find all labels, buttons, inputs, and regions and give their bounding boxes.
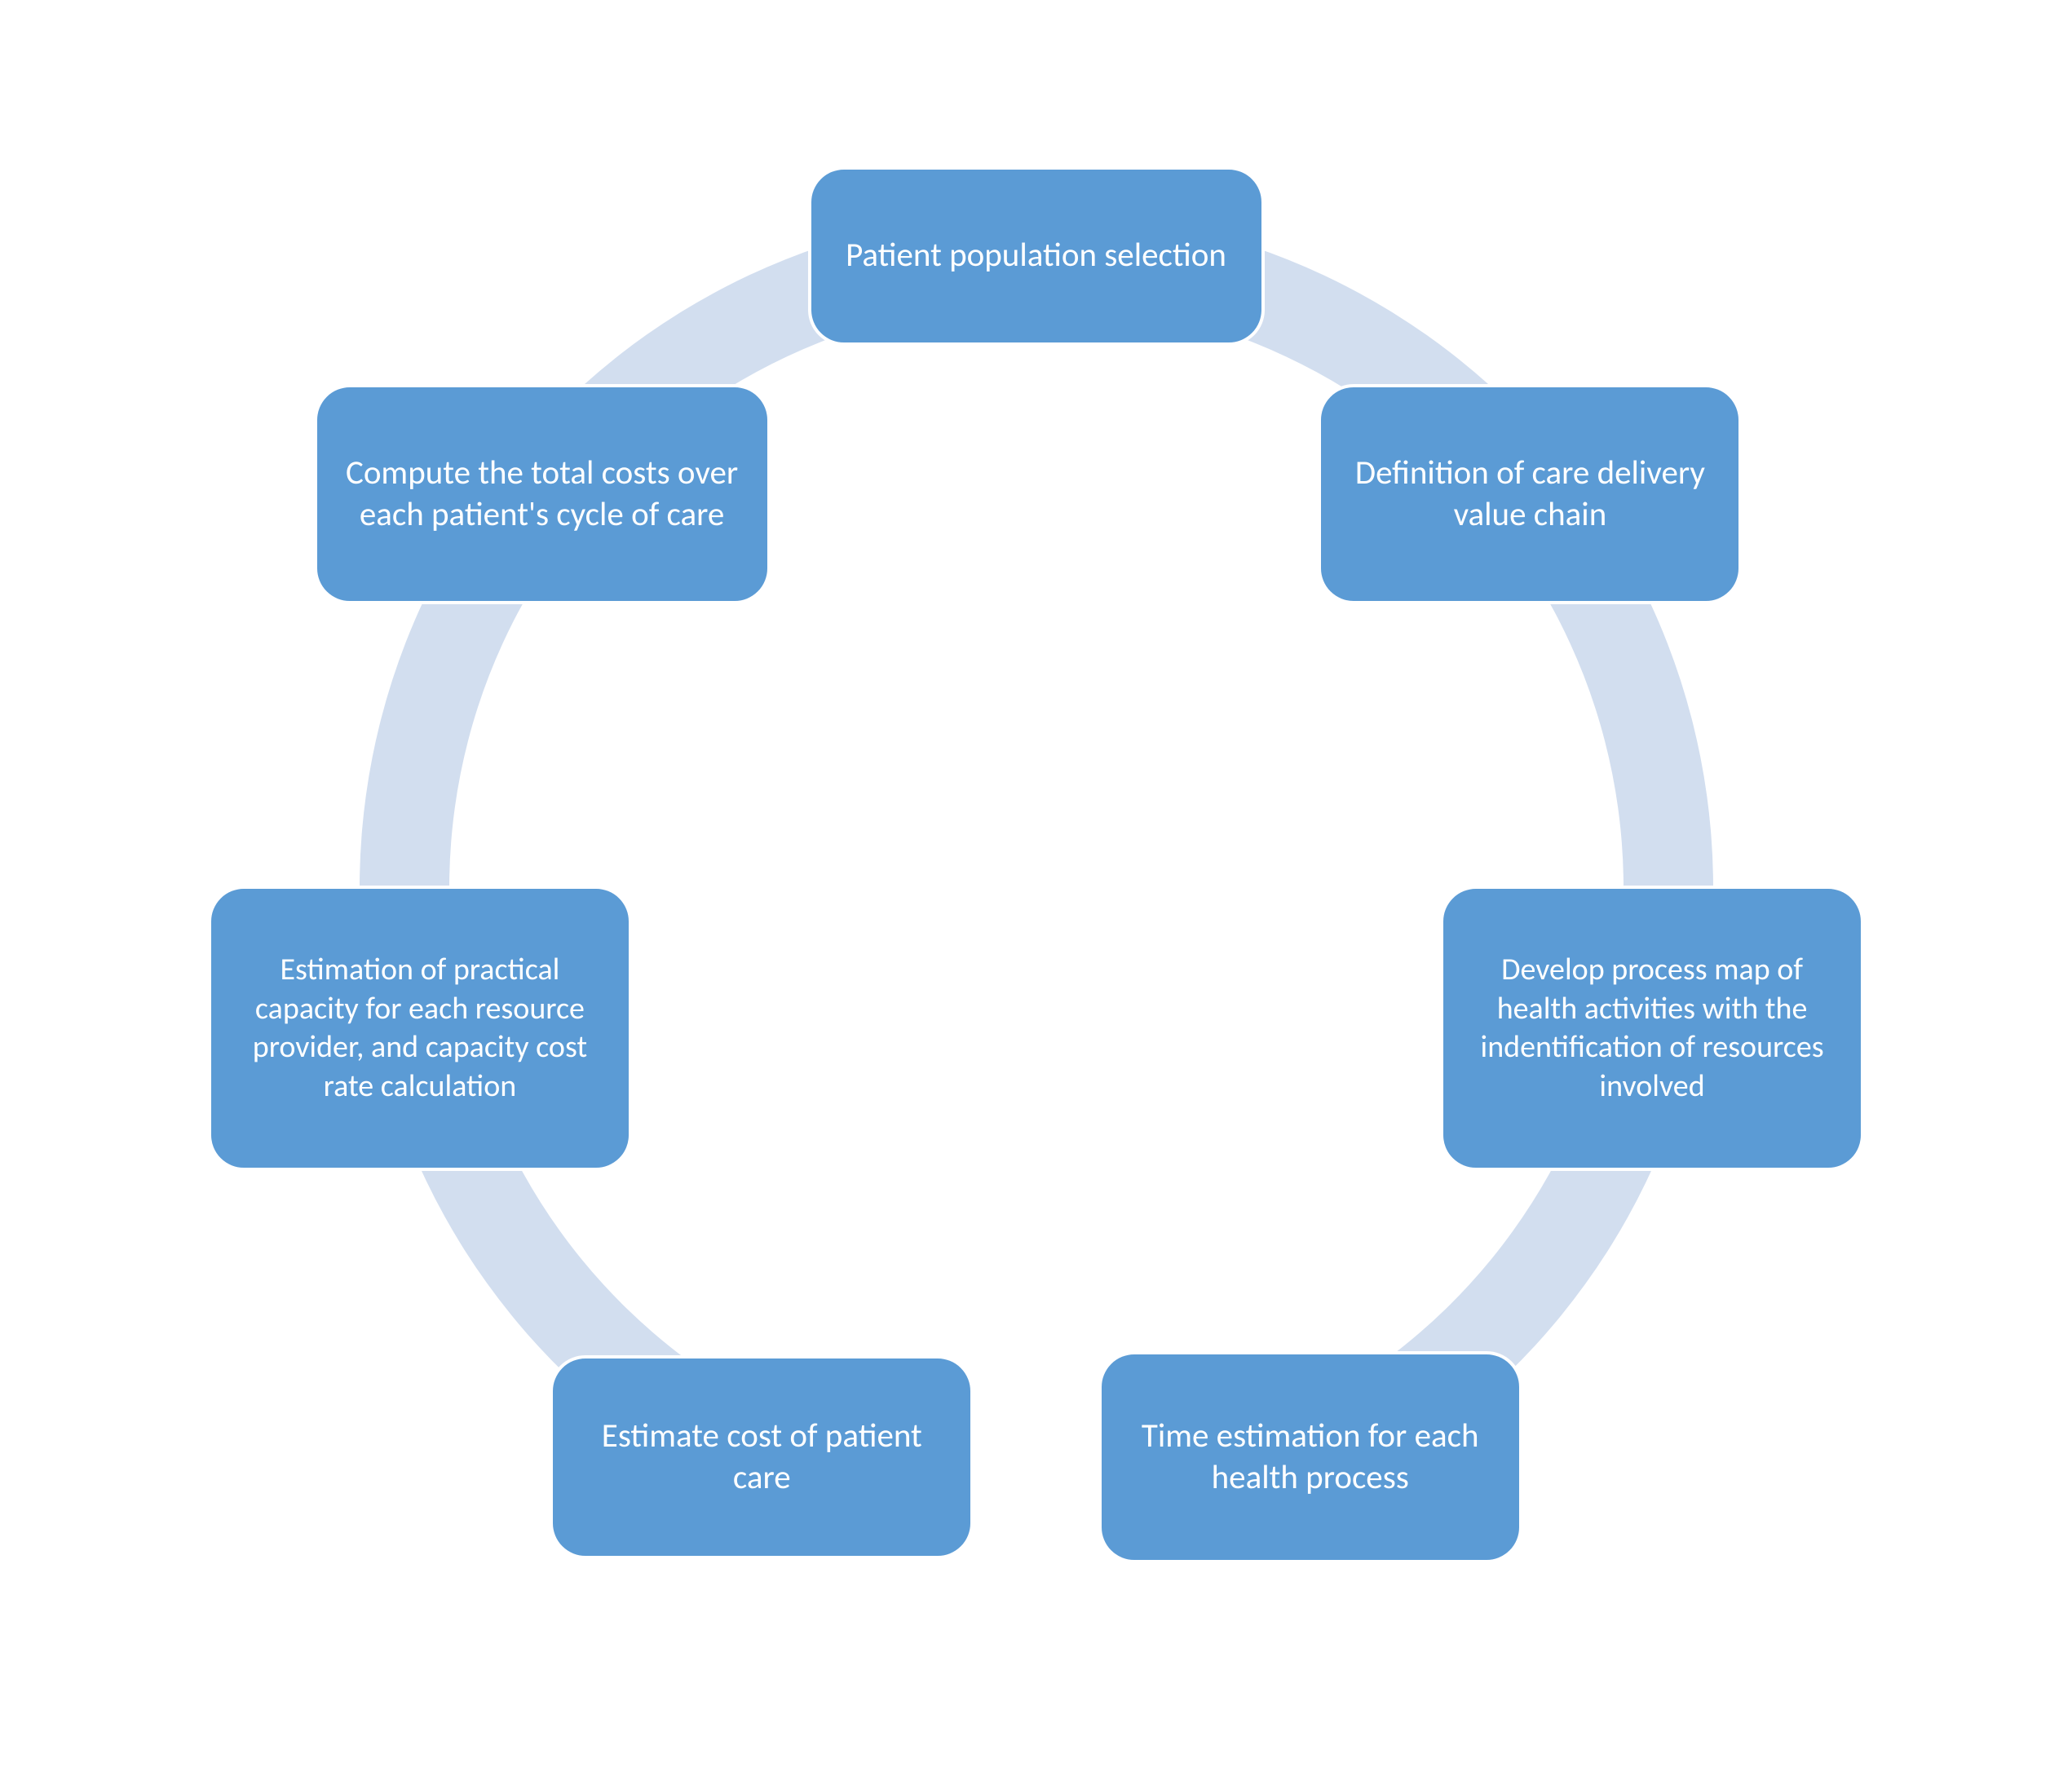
cycle-node-n6: Estimation of practical capacity for eac… (208, 886, 632, 1171)
cycle-node-label: Estimation of practical capacity for eac… (234, 951, 606, 1106)
cycle-node-label: Estimate cost of patient care (576, 1416, 948, 1500)
cycle-node-n5: Estimate cost of patient care (550, 1355, 974, 1559)
cycle-diagram: Patient population selection Definition o… (139, 73, 1933, 1703)
cycle-node-label: Definition of care delivery value chain (1344, 453, 1716, 537)
cycle-node-n2: Definition of care delivery value chain (1318, 384, 1742, 604)
cycle-node-n1: Patient population selection (808, 166, 1265, 346)
cycle-node-label: Time estimation for each health process (1124, 1416, 1496, 1500)
cycle-node-label: Compute the total costs over each patien… (340, 453, 744, 537)
cycle-node-n7: Compute the total costs over each patien… (314, 384, 771, 604)
cycle-node-n3: Develop process map of health activities… (1440, 886, 1864, 1171)
cycle-node-label: Patient population selection (846, 235, 1226, 276)
cycle-node-n4: Time estimation for each health process (1098, 1351, 1522, 1563)
cycle-node-label: Develop process map of health activities… (1466, 951, 1838, 1106)
